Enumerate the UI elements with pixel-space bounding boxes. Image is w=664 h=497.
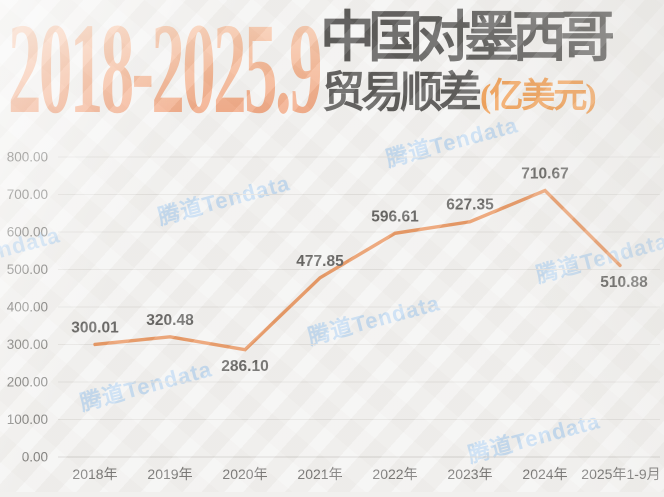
data-point-label: 710.67 [521, 165, 568, 182]
y-axis-tick-label: 600.00 [7, 225, 48, 240]
data-point-label: 300.01 [71, 319, 119, 336]
x-axis-label: 2022年 [372, 466, 417, 482]
y-axis-tick-label: 500.00 [7, 262, 48, 277]
x-axis-label: 2019年 [147, 466, 192, 482]
x-axis-label: 2020年 [222, 466, 267, 482]
y-axis-tick-label: 300.00 [7, 337, 48, 352]
x-axis-label: 2024年 [522, 466, 567, 482]
y-axis-tick-label: 200.00 [7, 375, 48, 390]
x-axis-label: 2021年 [297, 466, 342, 482]
data-point-label: 596.61 [371, 208, 419, 225]
data-point-label: 477.85 [296, 253, 344, 270]
data-point-label: 510.88 [600, 274, 648, 291]
y-axis-tick-label: 800.00 [7, 150, 48, 165]
y-axis-tick-label: 700.00 [7, 187, 48, 202]
data-point-label: 627.35 [446, 197, 494, 214]
x-axis-label: 2025年1-9月 [581, 466, 660, 482]
y-axis-tick-label: 100.00 [7, 412, 48, 427]
x-axis-label: 2023年 [447, 466, 492, 482]
data-point-label: 286.10 [221, 358, 268, 375]
x-axis-label: 2018年 [72, 466, 117, 482]
y-axis-tick-label: 0.00 [22, 450, 48, 465]
data-point-label: 320.48 [146, 312, 194, 329]
y-axis-tick-label: 400.00 [7, 300, 48, 315]
